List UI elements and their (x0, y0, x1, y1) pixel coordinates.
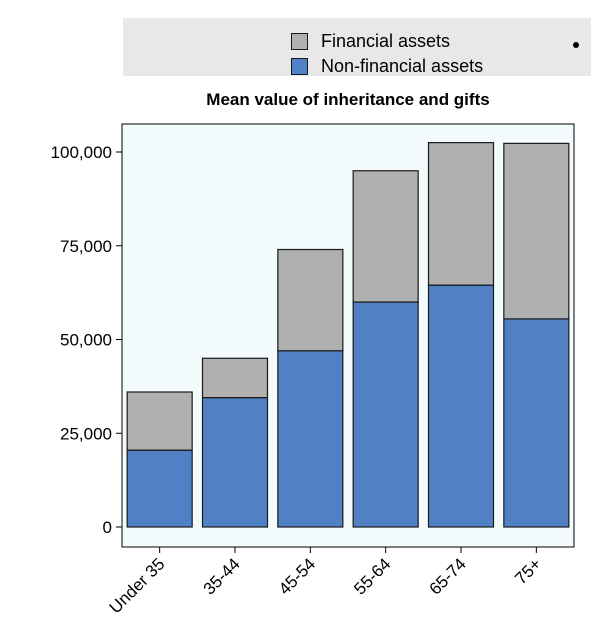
chart-title: Mean value of inheritance and gifts (206, 90, 490, 109)
y-tick-label-2: 50,000 (60, 331, 112, 350)
bar-non-financial-assets-5 (503, 318, 570, 528)
legend-item-financial-assets: Financial assets (291, 29, 450, 53)
y-tick-label-3: 75,000 (60, 237, 112, 256)
x-tick-label-2: 45-54 (275, 554, 319, 598)
bar-non-financial-assets-0 (126, 449, 193, 528)
bar-non-financial-assets-1 (201, 397, 269, 528)
bar-non-financial-assets-3 (352, 301, 419, 528)
y-tick-label-1: 25,000 (60, 424, 112, 443)
bar-financial-assets-0 (126, 391, 193, 451)
y-tick-label-4: 100,000 (51, 143, 112, 162)
legend-swatch-non-financial-assets (291, 57, 308, 75)
x-tick-label-0: Under 35 (106, 554, 169, 617)
y-tick-label-0: 0 (103, 518, 112, 537)
legend: Financial assets Non-financial assets (123, 18, 591, 76)
legend-item-non-financial-assets: Non-financial assets (291, 54, 483, 78)
legend-label-financial-assets: Financial assets (321, 30, 451, 51)
legend-label-non-financial-assets: Non-financial assets (321, 55, 484, 76)
bar-financial-assets-5 (503, 142, 570, 320)
legend-swatch-financial-assets (291, 32, 308, 50)
bar-financial-assets-3 (352, 170, 419, 303)
x-tick-label-3: 55-64 (350, 554, 394, 598)
x-tick-label-4: 65-74 (426, 554, 470, 598)
bar-financial-assets-1 (201, 357, 269, 399)
bar-non-financial-assets-4 (427, 284, 495, 528)
legend-bullet-dot (573, 42, 579, 48)
x-tick-label-5: 75+ (511, 554, 545, 588)
x-tick-label-1: 35-44 (200, 554, 244, 598)
plot-area (121, 123, 575, 548)
bar-non-financial-assets-2 (277, 350, 344, 528)
bar-financial-assets-2 (277, 248, 344, 352)
bar-financial-assets-4 (427, 142, 495, 286)
